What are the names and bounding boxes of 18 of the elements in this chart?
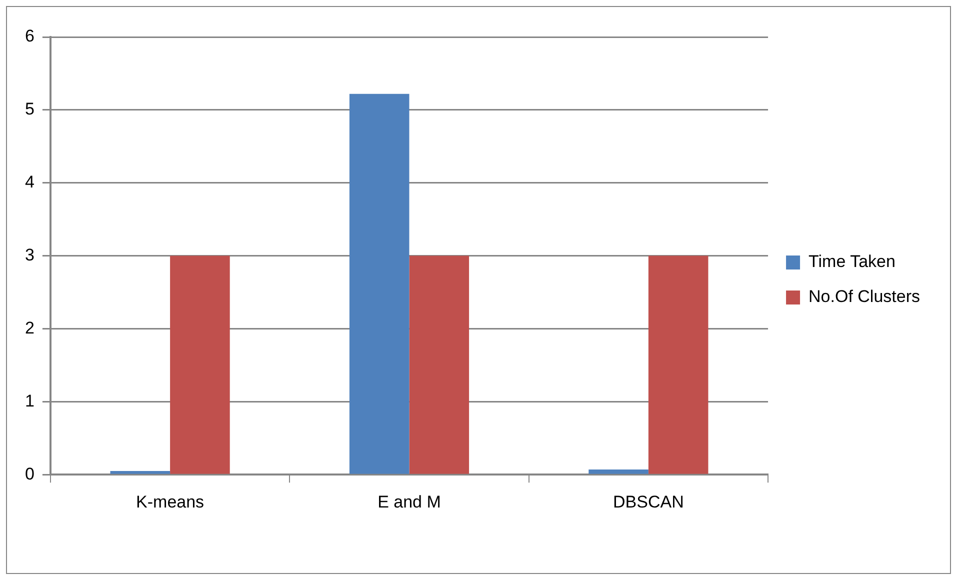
y-tick-label: 6: [24, 26, 34, 46]
y-tick-label: 4: [24, 172, 34, 192]
bar: [110, 470, 170, 474]
bar: [170, 256, 230, 474]
bar: [409, 256, 470, 474]
bar: [349, 94, 410, 474]
y-tick-label: 1: [24, 391, 34, 410]
y-tick-label: 5: [24, 100, 34, 119]
legend-label: Time Taken: [808, 252, 896, 272]
y-tick-label: 0: [24, 464, 34, 484]
y-tick-label: 3: [24, 245, 34, 264]
bar: [648, 256, 708, 474]
x-tick-label: E and M: [378, 492, 441, 512]
y-tick-label: 2: [24, 318, 34, 338]
x-tick-label: K-means: [136, 492, 204, 512]
legend-label: No.Of Clusters: [808, 287, 920, 306]
x-tick-label: DBSCAN: [613, 492, 684, 512]
bar: [588, 469, 648, 474]
